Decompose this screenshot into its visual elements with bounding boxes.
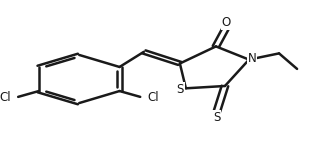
Text: N: N: [248, 52, 256, 65]
Text: Cl: Cl: [0, 91, 11, 104]
Text: Cl: Cl: [147, 91, 159, 104]
Text: S: S: [213, 111, 220, 124]
Text: S: S: [176, 83, 183, 96]
Text: O: O: [222, 16, 231, 29]
